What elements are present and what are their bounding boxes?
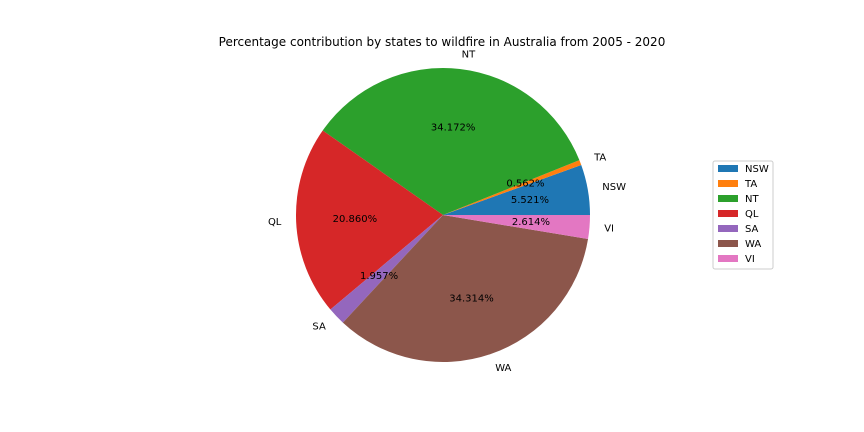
slice-label-ql: QL	[268, 217, 282, 228]
slice-label-sa: SA	[312, 321, 326, 332]
pie-slice-wa	[342, 215, 589, 362]
chart-title: Percentage contribution by states to wil…	[219, 35, 666, 49]
legend-label-ta: TA	[744, 179, 757, 190]
pie-labels: NSW 5.521% TA 0.562% NT 34.172% QL 20.860% SA 1.9…	[268, 49, 626, 374]
slice-label-nt: NT	[462, 49, 476, 60]
pct-label-nt: 34.172%	[431, 122, 476, 133]
slice-label-nsw: NSW	[602, 182, 626, 193]
pct-label-vi: 2.614%	[512, 217, 550, 228]
legend-label-ql: QL	[745, 209, 759, 220]
pie-slice-sa	[330, 215, 443, 323]
pie-slices	[295, 68, 590, 362]
pie-slice-vi	[443, 215, 590, 240]
slice-label-ta: TA	[593, 152, 606, 163]
legend-swatch-vi	[718, 255, 738, 262]
legend-label-wa: WA	[745, 239, 761, 250]
pie-slice-nsw	[443, 165, 590, 215]
legend-label-nsw: NSW	[745, 164, 769, 175]
legend-label-nt: NT	[745, 194, 759, 205]
legend-label-sa: SA	[745, 224, 759, 235]
legend-swatch-wa	[718, 240, 738, 247]
legend-label-vi: VI	[745, 254, 755, 265]
legend-swatch-sa	[718, 225, 738, 232]
pct-label-nsw: 5.521%	[511, 195, 549, 206]
legend-swatch-nsw	[718, 165, 738, 172]
legend-swatch-nt	[718, 195, 738, 202]
pct-label-sa: 1.957%	[360, 271, 398, 282]
pie-slice-ta	[443, 160, 582, 215]
legend-swatch-ta	[718, 180, 738, 187]
legend-swatch-ql	[718, 210, 738, 217]
slice-label-wa: WA	[495, 363, 511, 374]
pct-label-ql: 20.860%	[333, 214, 378, 225]
pct-label-wa: 34.314%	[449, 294, 494, 305]
slice-label-vi: VI	[604, 223, 614, 234]
pie-slice-nt	[322, 68, 580, 215]
pie-slice-ql	[295, 130, 443, 310]
legend: NSW TA NT QL SA WA VI	[712, 160, 774, 270]
pct-label-ta: 0.562%	[506, 179, 544, 190]
